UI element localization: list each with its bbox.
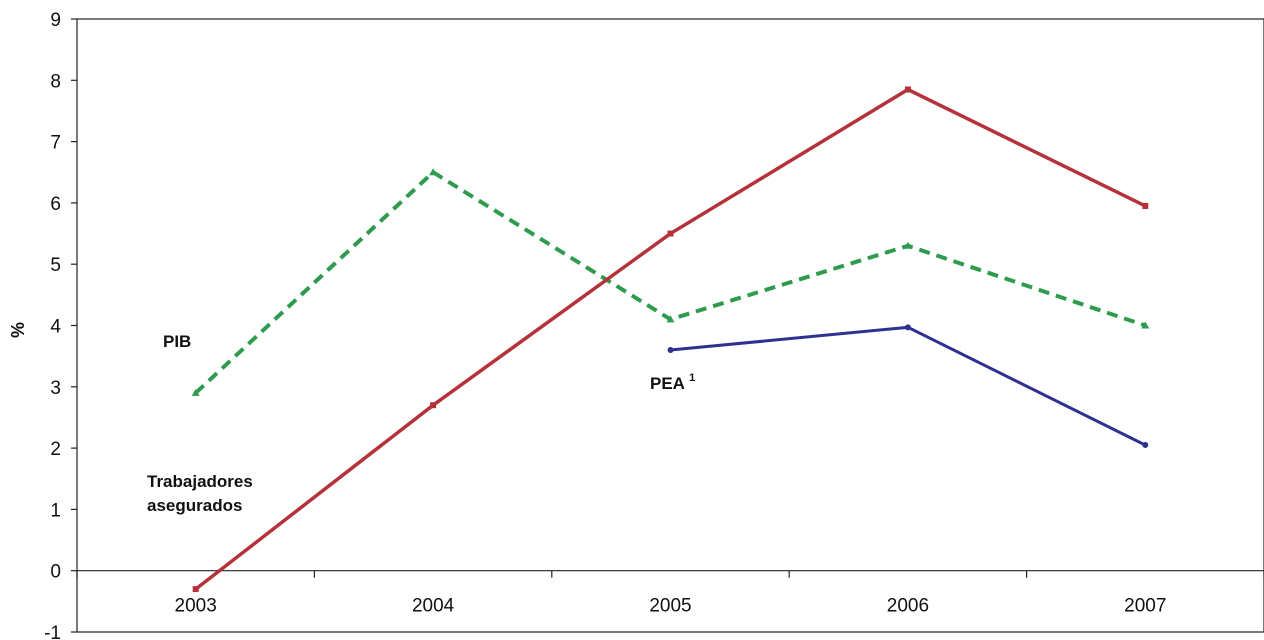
y-tick-label: -1: [44, 623, 61, 640]
y-tick-label: 9: [50, 10, 61, 31]
trabajadores-label-line2: asegurados: [147, 496, 242, 515]
y-tick-label: 8: [50, 71, 61, 92]
y-tick-label: 3: [50, 378, 61, 399]
pea-label-text: PEA: [650, 374, 685, 393]
series-layer: [191, 86, 1150, 593]
data-point-trabajadores-asegurados: [192, 586, 199, 593]
y-tick-label: 0: [50, 562, 61, 583]
x-tick-label: 2004: [412, 596, 455, 617]
x-tick-label: 2007: [1124, 596, 1166, 617]
data-point-trabajadores-asegurados: [1142, 202, 1149, 209]
data-point-pib: [903, 241, 912, 249]
data-point-trabajadores-asegurados: [904, 86, 911, 93]
pib-label: PIB: [163, 332, 191, 351]
series-line-trabajadores-asegurados: [194, 87, 1147, 591]
plot-area-frame: [76, 18, 1264, 633]
series-line-pib: [194, 169, 1146, 395]
y-tick-label: 7: [50, 133, 61, 154]
data-point-pib: [191, 388, 200, 396]
y-axis-title: %: [8, 322, 28, 338]
data-point-pib: [429, 168, 438, 176]
data-point-pea: [667, 347, 674, 354]
data-point-trabajadores-asegurados: [667, 230, 674, 237]
axes: [71, 18, 1264, 633]
y-tick-label: 1: [50, 500, 61, 521]
pea-label-superscript: 1: [689, 372, 695, 384]
pea-label: PEA 1: [650, 372, 695, 393]
data-point-trabajadores-asegurados: [430, 402, 437, 409]
trabajadores-label-line1: Trabajadores: [147, 472, 253, 491]
data-point-pib: [666, 315, 675, 323]
data-point-pea: [904, 324, 911, 331]
y-tick-label: 2: [50, 439, 61, 460]
x-tick-label: 2005: [649, 596, 691, 617]
y-tick-label: 6: [50, 194, 61, 215]
x-tick-labels: 2003 2004 2005 2006 2007: [175, 596, 1167, 617]
y-tick-label: 4: [50, 317, 61, 338]
y-tick-label: 5: [50, 255, 61, 276]
x-tick-label: 2003: [175, 596, 217, 617]
data-point-pib: [1141, 321, 1150, 329]
data-point-pea: [1142, 442, 1149, 449]
y-tick-labels: -1 0 1 2 3 4 5 6 7 8 9: [44, 10, 61, 640]
series-line-pea: [670, 325, 1146, 447]
x-tick-label: 2006: [887, 596, 929, 617]
